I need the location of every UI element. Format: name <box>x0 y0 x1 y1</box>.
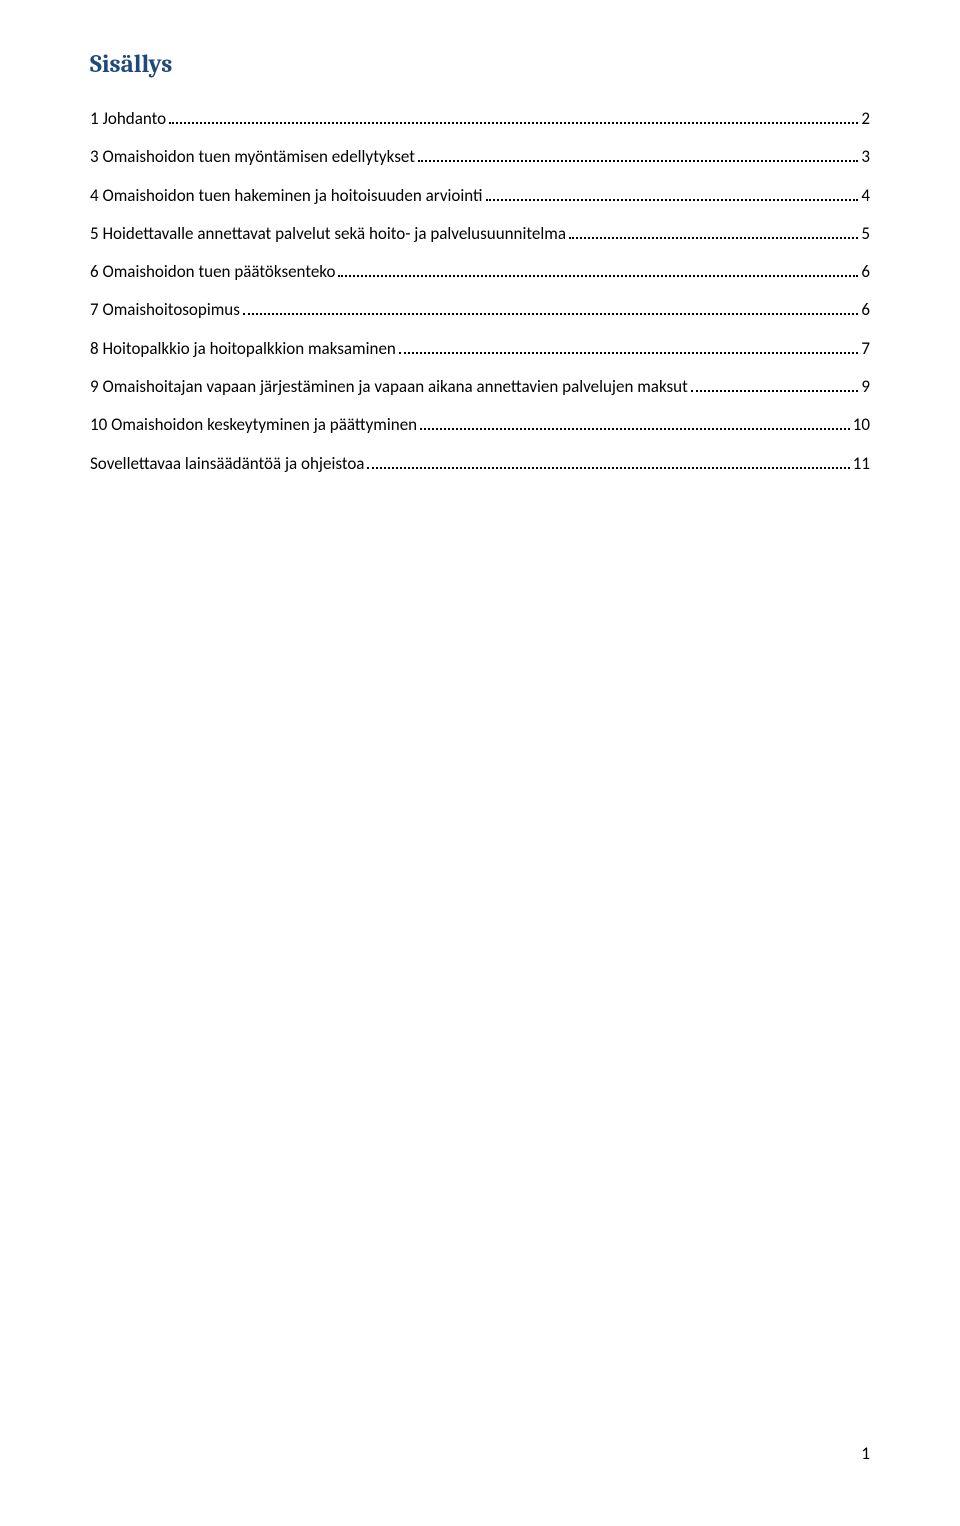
toc-entry: Sovellettavaa lainsäädäntöä ja ohjeistoa… <box>90 452 870 476</box>
toc-leader <box>169 112 858 124</box>
toc-entry-page: 2 <box>861 107 870 131</box>
page-number: 1 <box>861 1443 870 1464</box>
toc-entry-page: 6 <box>861 260 870 284</box>
toc-leader <box>420 418 850 430</box>
toc-entry: 5 Hoidettavalle annettavat palvelut sekä… <box>90 222 870 246</box>
toc-entry-page: 3 <box>861 145 870 169</box>
toc-entry-page: 11 <box>853 452 870 476</box>
toc-entry-label: 10 Omaishoidon keskeytyminen ja päättymi… <box>90 413 417 437</box>
toc-entry: 8 Hoitopalkkio ja hoitopalkkion maksamin… <box>90 337 870 361</box>
toc-entry-label: 8 Hoitopalkkio ja hoitopalkkion maksamin… <box>90 337 396 361</box>
toc-entry: 4 Omaishoidon tuen hakeminen ja hoitoisu… <box>90 184 870 208</box>
toc-entry-label: 4 Omaishoidon tuen hakeminen ja hoitoisu… <box>90 184 483 208</box>
toc-leader <box>569 227 858 239</box>
toc-entry-label: 5 Hoidettavalle annettavat palvelut sekä… <box>90 222 566 246</box>
toc-entry-page: 10 <box>853 413 870 437</box>
toc-entry: 3 Omaishoidon tuen myöntämisen edellytyk… <box>90 145 870 169</box>
toc-entry-page: 6 <box>861 298 870 322</box>
toc-entry-label: 7 Omaishoitosopimus <box>90 298 240 322</box>
toc-leader <box>243 304 858 316</box>
toc-leader <box>486 189 859 201</box>
toc-entry-label: 1 Johdanto <box>90 107 166 131</box>
toc-entry-label: 6 Omaishoidon tuen päätöksenteko <box>90 260 335 284</box>
toc-list: 1 Johdanto 2 3 Omaishoidon tuen myöntämi… <box>90 107 870 475</box>
toc-entry: 10 Omaishoidon keskeytyminen ja päättymi… <box>90 413 870 437</box>
toc-heading: Sisällys <box>90 50 870 79</box>
toc-leader <box>367 457 849 469</box>
toc-entry-page: 5 <box>861 222 870 246</box>
toc-entry: 1 Johdanto 2 <box>90 107 870 131</box>
toc-entry-page: 9 <box>861 375 870 399</box>
toc-entry-label: Sovellettavaa lainsäädäntöä ja ohjeistoa <box>90 452 364 476</box>
toc-leader <box>399 342 859 354</box>
toc-leader <box>418 150 858 162</box>
toc-leader <box>691 380 859 392</box>
toc-entry-page: 4 <box>861 184 870 208</box>
toc-entry-label: 3 Omaishoidon tuen myöntämisen edellytyk… <box>90 145 415 169</box>
toc-entry: 6 Omaishoidon tuen päätöksenteko 6 <box>90 260 870 284</box>
toc-entry-label: 9 Omaishoitajan vapaan järjestäminen ja … <box>90 375 688 399</box>
toc-entry-page: 7 <box>861 337 870 361</box>
toc-entry: 9 Omaishoitajan vapaan järjestäminen ja … <box>90 375 870 399</box>
toc-leader <box>338 265 858 277</box>
toc-entry: 7 Omaishoitosopimus 6 <box>90 298 870 322</box>
